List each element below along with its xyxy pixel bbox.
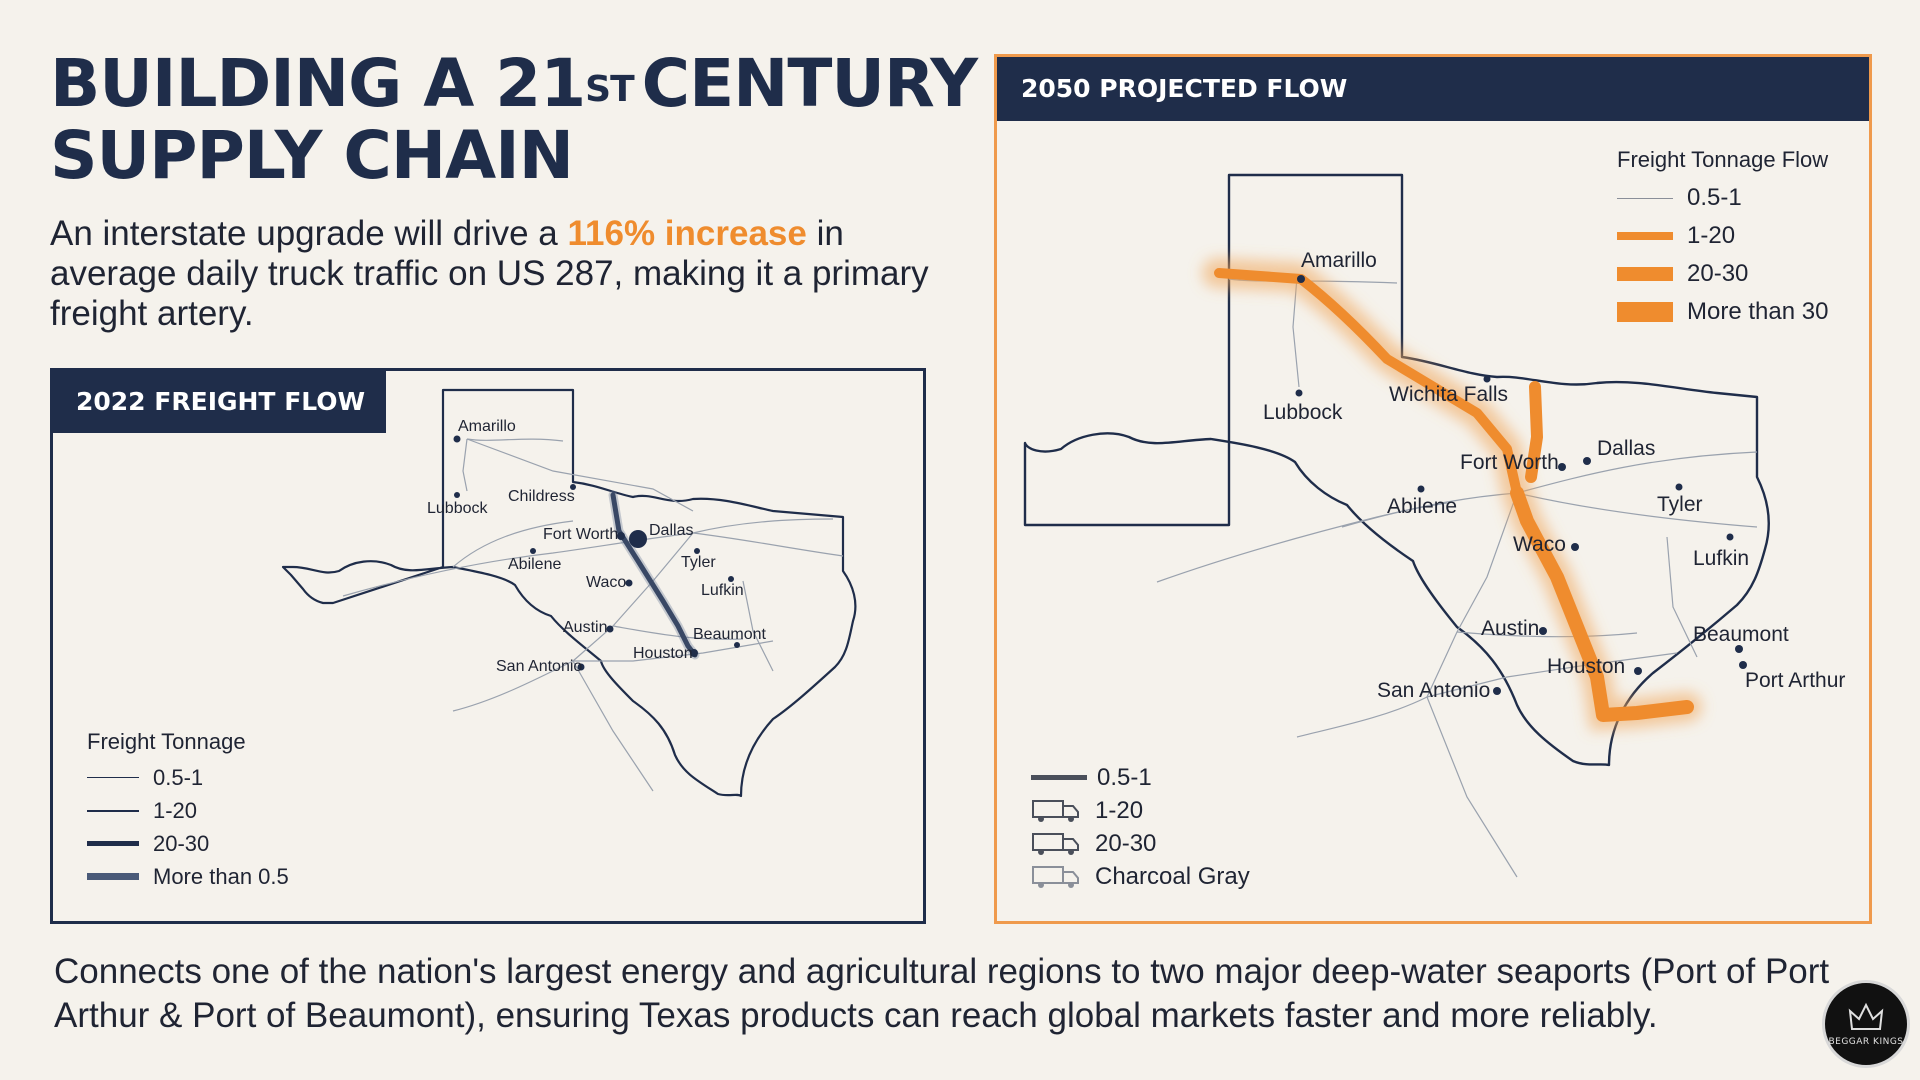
footer-text: Connects one of the nation's largest ene… bbox=[54, 952, 1830, 1035]
minor-roads bbox=[1156, 276, 1758, 878]
legend-2050-top-item: More than 30 bbox=[1617, 293, 1828, 331]
truck-icon bbox=[1032, 865, 1079, 888]
city-label: Waco bbox=[1513, 533, 1566, 556]
lead-paragraph: An interstate upgrade will drive a 116% … bbox=[50, 214, 950, 334]
legend-2050-top-item: 0.5-1 bbox=[1617, 179, 1828, 217]
texas-outline bbox=[281, 388, 857, 798]
legend-2050-top: Freight Tonnage Flow 0.5-1 1-20 20-30 Mo… bbox=[1617, 147, 1828, 331]
texas-map-2050: Amarillo Lubbock Wichita Falls Fort Wort… bbox=[1023, 173, 1845, 878]
city-label: Abilene bbox=[1387, 495, 1457, 518]
logo-text: BEGGAR KINGS bbox=[1828, 1037, 1904, 1047]
texas-outline bbox=[1023, 173, 1770, 767]
city-label: Amarillo bbox=[458, 418, 516, 435]
legend-2050-bottom-item: Charcoal Gray bbox=[1031, 860, 1250, 893]
city-label: Austin bbox=[563, 619, 607, 636]
lead-text-after: in average daily truck traffic on US 287… bbox=[50, 214, 929, 333]
legend-2022-title: Freight Tonnage bbox=[87, 729, 246, 754]
city-label: Port Arthur bbox=[1745, 669, 1845, 692]
city-label: Amarillo bbox=[1301, 249, 1377, 272]
panel-2050-projected-flow: 2050 PROJECTED FLOW Amarill bbox=[994, 54, 1872, 924]
legend-2022-item: 1-20 bbox=[87, 794, 289, 827]
title-line1-a: BUILDING A 21 bbox=[50, 45, 586, 122]
legend-2022-item: More than 0.5 bbox=[87, 860, 289, 893]
truck-icon bbox=[1032, 799, 1079, 822]
city-label: Waco bbox=[586, 574, 626, 591]
panel-2050-title: 2050 PROJECTED FLOW bbox=[997, 57, 1869, 121]
beggar-kings-logo: BEGGAR KINGS bbox=[1822, 980, 1910, 1068]
corridor-north-spur-2050 bbox=[1525, 381, 1544, 483]
city-label: San Antonio bbox=[1377, 679, 1490, 702]
minor-roads bbox=[342, 438, 844, 792]
panel-2022-freight-flow: 2022 FREIGHT FLOW Amarillo Lubbock bbox=[50, 368, 926, 924]
legend-2050-bottom-item: 20-30 bbox=[1031, 827, 1250, 860]
city-label: Lufkin bbox=[1693, 547, 1749, 570]
city-label: Tyler bbox=[681, 554, 716, 571]
dfw-hub bbox=[629, 530, 647, 548]
legend-2050-bottom-item: 0.5-1 bbox=[1031, 761, 1250, 794]
page-title: BUILDING A 21ST CENTURY SUPPLY CHAIN bbox=[50, 45, 978, 194]
title-line2: SUPPLY CHAIN bbox=[50, 117, 574, 194]
legend-2050-bottom-item: 1-20 bbox=[1031, 794, 1250, 827]
legend-2050-top-title: Freight Tonnage Flow bbox=[1617, 147, 1829, 172]
city-label: Beaumont bbox=[1693, 623, 1789, 646]
city-label: San Antonio bbox=[496, 658, 582, 675]
city-label: Austin bbox=[1481, 617, 1539, 640]
city-label: Houston bbox=[1547, 655, 1625, 678]
main-freight-corridor-2022 bbox=[610, 492, 698, 658]
texas-map-2022: Amarillo Lubbock Childress Fort Worth Da… bbox=[281, 388, 857, 798]
legend-2050-top-item: 20-30 bbox=[1617, 255, 1828, 293]
city-label: Dallas bbox=[649, 522, 693, 539]
lead-text-before: An interstate upgrade will drive a bbox=[50, 214, 568, 253]
legend-2050-top-item: 1-20 bbox=[1617, 217, 1828, 255]
city-label: Tyler bbox=[1657, 493, 1703, 516]
crown-icon bbox=[1848, 1002, 1884, 1030]
city-label: Houston bbox=[633, 645, 693, 662]
corridor-us287-2050 bbox=[1214, 268, 1522, 498]
corridor-glow-2050 bbox=[1202, 258, 1702, 731]
city-label: Lufkin bbox=[701, 582, 744, 599]
legend-2050-bottom: 0.5-1 1-20 20-30 Charcoal Gray bbox=[1031, 761, 1250, 893]
panel-2022-title: 2022 FREIGHT FLOW bbox=[53, 371, 386, 433]
legend-2022: Freight Tonnage 0.5-1 1-20 20-30 More th… bbox=[87, 729, 289, 893]
city-label: Fort Worth bbox=[1460, 451, 1559, 474]
city-label: Lubbock bbox=[1263, 401, 1343, 424]
corridor-halo-2022 bbox=[608, 490, 700, 660]
lead-highlight: 116% increase bbox=[567, 214, 807, 253]
truck-icon bbox=[1032, 832, 1079, 855]
legend-2022-item: 0.5-1 bbox=[87, 761, 289, 794]
corridor-i45-2050 bbox=[1510, 486, 1694, 722]
city-label: Childress bbox=[508, 488, 575, 505]
city-label: Lubbock bbox=[427, 500, 488, 517]
title-line1-b: CENTURY bbox=[641, 45, 978, 122]
city-label: Dallas bbox=[1597, 437, 1655, 460]
title-superscript: ST bbox=[585, 69, 634, 110]
city-label: Beaumont bbox=[693, 626, 766, 643]
cities-2022: Amarillo Lubbock Childress Fort Worth Da… bbox=[427, 418, 766, 675]
city-label: Abilene bbox=[508, 556, 561, 573]
city-label: Fort Worth bbox=[543, 526, 618, 543]
legend-2022-item: 20-30 bbox=[87, 827, 289, 860]
cities-2050: Amarillo Lubbock Wichita Falls Fort Wort… bbox=[1263, 249, 1845, 702]
city-label: Wichita Falls bbox=[1389, 383, 1508, 406]
